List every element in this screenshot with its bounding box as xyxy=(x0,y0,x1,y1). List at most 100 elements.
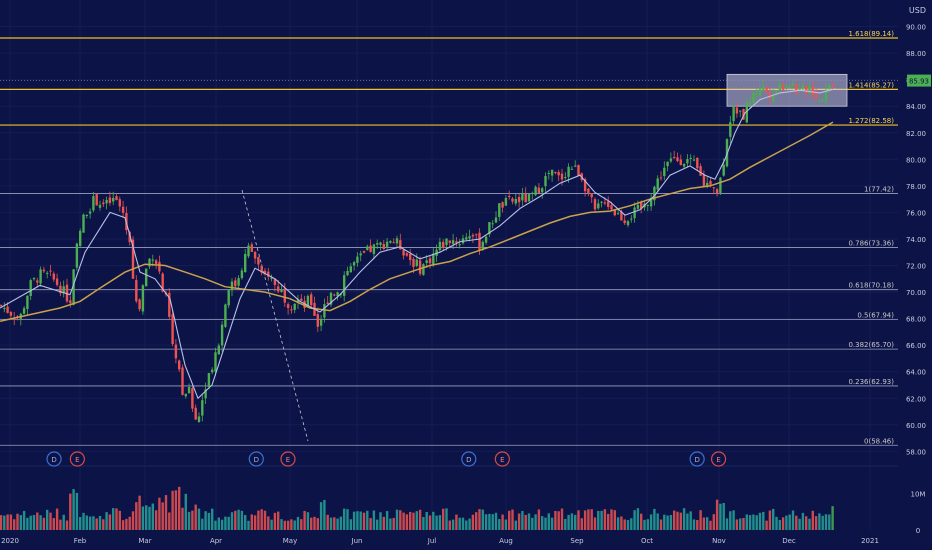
candle-body xyxy=(349,266,352,273)
candle-body xyxy=(382,244,385,250)
volume-bar xyxy=(154,510,158,530)
volume-bar xyxy=(623,519,626,530)
fib-level-label: 1.414(85.27) xyxy=(848,81,894,89)
volume-bar xyxy=(19,515,22,530)
volume-bar xyxy=(389,518,392,530)
volume-bar xyxy=(643,519,646,530)
candle-body xyxy=(765,87,768,92)
volume-bar xyxy=(418,509,422,530)
candlestick-layer xyxy=(0,78,834,423)
candle-body xyxy=(699,166,702,176)
y-tick-label: 82.00 xyxy=(906,130,926,138)
candle-body xyxy=(478,232,481,251)
candle-body xyxy=(719,177,722,193)
candle-body xyxy=(418,260,422,274)
volume-bar xyxy=(801,512,805,530)
volume-bar xyxy=(425,511,428,530)
candle-body xyxy=(501,202,504,208)
volume-bar xyxy=(240,510,244,530)
volume-bar xyxy=(85,515,88,530)
earnings-marker[interactable] xyxy=(280,451,296,467)
volume-bar xyxy=(59,519,62,530)
candle-body xyxy=(39,269,42,284)
volume-bar xyxy=(511,509,514,530)
volume-bar xyxy=(217,517,220,530)
candle-body xyxy=(517,197,521,203)
volume-bar xyxy=(72,489,75,530)
candle-body xyxy=(623,220,626,224)
volume-bar xyxy=(709,520,712,530)
dividend-marker[interactable] xyxy=(461,451,477,467)
y-tick-label: 88.00 xyxy=(906,50,926,58)
candle-body xyxy=(824,89,828,101)
earnings-marker[interactable] xyxy=(710,451,727,467)
volume-bar xyxy=(230,512,234,530)
volume-bar xyxy=(158,497,161,530)
volume-bar xyxy=(184,493,187,530)
candle-body xyxy=(346,270,349,276)
candle-body xyxy=(739,110,742,112)
earnings-marker[interactable] xyxy=(494,451,510,467)
volume-bar xyxy=(145,505,148,530)
volume-bar xyxy=(224,516,227,530)
volume-bar xyxy=(385,511,389,530)
candle-body xyxy=(352,262,356,266)
volume-bar xyxy=(9,514,13,530)
dividend-marker[interactable] xyxy=(248,451,264,467)
candle-body xyxy=(455,241,458,243)
candle-body xyxy=(145,268,148,287)
fib-level-label: 1(77.42) xyxy=(864,186,894,194)
candle-body xyxy=(379,242,382,245)
volume-bar xyxy=(742,517,745,530)
volume-bar xyxy=(679,512,682,530)
volume-bar xyxy=(824,514,828,530)
dividend-marker[interactable] xyxy=(689,451,705,467)
y-tick-label: 66.00 xyxy=(906,342,926,350)
volume-bar xyxy=(329,517,333,530)
candle-body xyxy=(593,199,597,210)
volume-bar xyxy=(775,516,778,530)
volume-bar xyxy=(673,510,676,530)
candle-body xyxy=(481,241,484,251)
volume-bar xyxy=(534,514,537,530)
fib-level-label: 0.786(73.36) xyxy=(848,239,894,247)
event-marker-label: E xyxy=(500,456,504,464)
candle-body xyxy=(451,240,455,245)
candle-body xyxy=(161,273,164,292)
volume-bar xyxy=(359,511,362,530)
earnings-marker[interactable] xyxy=(69,451,85,467)
volume-bar xyxy=(517,513,521,530)
volume-bar xyxy=(676,511,679,530)
volume-bar xyxy=(366,510,369,530)
volume-bar xyxy=(379,512,382,530)
event-marker-label: D xyxy=(51,456,56,464)
volume-bar xyxy=(22,510,26,530)
candle-body xyxy=(214,352,217,372)
volume-bar xyxy=(181,507,184,530)
volume-bar xyxy=(323,499,326,530)
volume-bar xyxy=(435,515,438,530)
candle-body xyxy=(366,246,369,251)
volume-bar xyxy=(36,512,39,530)
volume-bar xyxy=(3,515,6,530)
candle-body xyxy=(574,165,577,167)
volume-bar xyxy=(729,511,732,530)
candle-body xyxy=(659,177,663,179)
candle-body xyxy=(343,275,346,296)
dividend-marker[interactable] xyxy=(46,451,62,467)
candle-body xyxy=(775,89,778,94)
candle-body xyxy=(781,85,785,91)
candle-body xyxy=(755,93,758,95)
candle-body xyxy=(138,299,141,310)
candle-body xyxy=(369,245,372,252)
candle-body xyxy=(811,86,814,95)
candle-body xyxy=(0,305,3,307)
volume-bar xyxy=(745,514,748,530)
volume-bar xyxy=(656,513,659,530)
volume-bar xyxy=(471,514,475,530)
candle-body xyxy=(468,236,471,239)
candle-body xyxy=(300,298,303,301)
candle-body xyxy=(748,102,752,105)
candle-body xyxy=(220,324,224,346)
